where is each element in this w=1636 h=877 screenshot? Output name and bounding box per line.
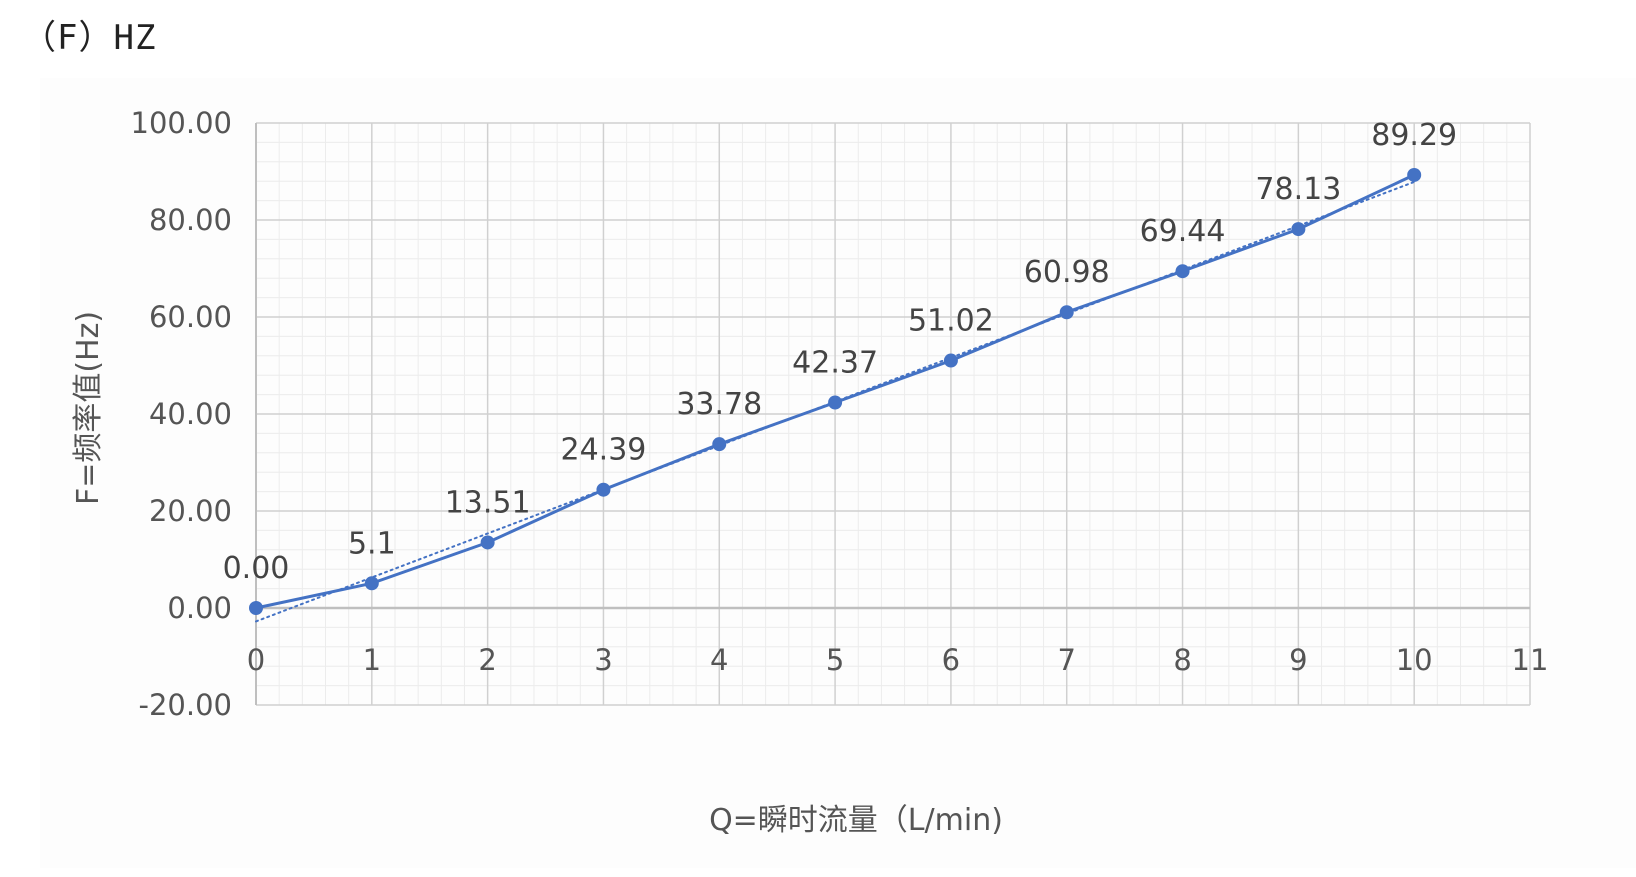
y-tick-label: 60.00 xyxy=(149,300,232,334)
y-axis-title: F=频率值(Hz) xyxy=(71,311,106,505)
data-point xyxy=(364,576,379,591)
x-tick-label: 10 xyxy=(1396,643,1433,677)
data-point xyxy=(1407,167,1422,182)
data-label: 42.37 xyxy=(792,346,878,381)
data-labels: 0.00 5.1 13.51 24.39 33.78 42.37 51.02 60.98 69.… xyxy=(223,118,1458,586)
data-label: 60.98 xyxy=(1024,255,1110,290)
data-point xyxy=(1175,264,1190,279)
data-point xyxy=(828,395,843,410)
data-point xyxy=(943,353,958,368)
data-point xyxy=(480,535,495,550)
data-label: 24.39 xyxy=(561,433,647,468)
x-tick-label: 0 xyxy=(247,643,265,677)
x-tick-label: 6 xyxy=(942,643,960,677)
line-chart: 0.00 5.1 13.51 24.39 33.78 42.37 51.02 60.98 69.… xyxy=(71,106,1549,838)
x-tick-label: 1 xyxy=(363,643,381,677)
data-series xyxy=(249,167,1422,615)
data-point xyxy=(1059,305,1074,320)
y-tick-label: 40.00 xyxy=(149,397,232,431)
x-tick-label: 3 xyxy=(594,643,612,677)
x-tick-label: 8 xyxy=(1173,643,1191,677)
data-label: 33.78 xyxy=(676,387,762,422)
data-label: 0.00 xyxy=(223,551,290,586)
x-tick-label: 7 xyxy=(1058,643,1076,677)
y-tick-label: 80.00 xyxy=(149,203,232,237)
x-tick-label: 5 xyxy=(826,643,844,677)
x-tick-label: 2 xyxy=(478,643,496,677)
x-axis-title: Q=瞬时流量（L/min) xyxy=(709,803,1003,838)
y-tick-labels: -20.00 0.00 20.00 40.00 60.00 80.00 100.00 xyxy=(131,106,232,722)
data-point xyxy=(1291,222,1306,237)
data-point xyxy=(712,437,727,452)
data-label: 78.13 xyxy=(1255,172,1341,207)
data-label: 5.1 xyxy=(348,526,396,561)
data-label: 89.29 xyxy=(1371,118,1457,153)
data-point xyxy=(249,601,263,615)
y-tick-label: 100.00 xyxy=(131,106,232,140)
data-point xyxy=(596,482,611,497)
page-heading: （F）HZ xyxy=(22,18,157,58)
x-tick-label: 9 xyxy=(1289,643,1307,677)
y-tick-label: -20.00 xyxy=(139,688,233,722)
y-tick-label: 0.00 xyxy=(167,591,232,625)
y-tick-label: 20.00 xyxy=(149,494,232,528)
data-label: 69.44 xyxy=(1140,214,1226,249)
x-tick-label: 4 xyxy=(710,643,728,677)
chart-area: 0.00 5.1 13.51 24.39 33.78 42.37 51.02 60.98 69.… xyxy=(40,78,1636,868)
x-tick-labels: 0 1 2 3 4 5 6 7 8 9 10 11 xyxy=(247,643,1549,677)
x-tick-label: 11 xyxy=(1512,643,1549,677)
data-label: 51.02 xyxy=(908,304,994,339)
data-label: 13.51 xyxy=(445,485,531,520)
